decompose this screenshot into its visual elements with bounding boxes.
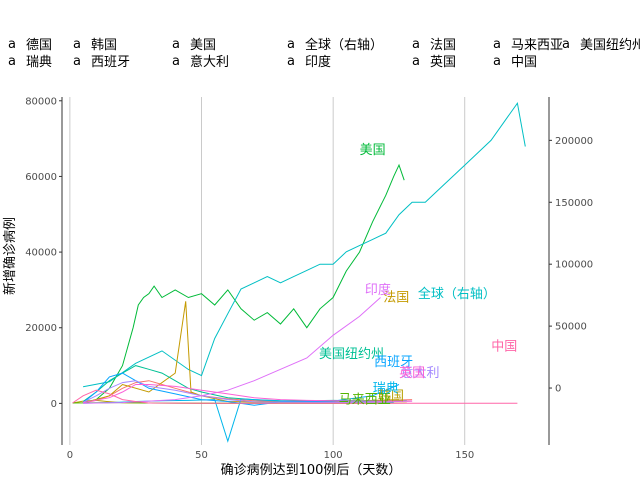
legend-label: 法国 (430, 38, 456, 53)
series-line (72, 389, 518, 404)
legend-key: a (172, 54, 180, 69)
series-line (83, 101, 526, 388)
series-label: 韩国 (378, 389, 404, 404)
legend-key: a (562, 37, 570, 52)
legend-label: 德国 (26, 38, 52, 53)
x-axis-title: 确诊病例达到100例后（天数） (221, 463, 402, 478)
series-label: 马来西亚 (339, 393, 391, 408)
series-label: 西班牙 (374, 355, 413, 370)
series-line (82, 372, 400, 406)
series-label: 美国 (360, 143, 386, 158)
series-label: 瑞典 (373, 381, 399, 396)
series-label: 英国 (399, 366, 425, 381)
series-label: 全球（右轴） (418, 286, 496, 302)
legend-key: a (172, 37, 180, 52)
y-right-tick-label: 50000 (555, 322, 587, 333)
y-axis-title: 新增确诊病例 (2, 217, 18, 295)
legend-label: 马来西亚 (511, 38, 563, 53)
legend-key: a (287, 37, 295, 52)
plot-area (72, 101, 526, 443)
legend-key: a (287, 54, 295, 69)
legend-key: a (8, 54, 16, 69)
y-right-tick-label: 100000 (555, 260, 593, 271)
legend-key: a (73, 54, 81, 69)
series-label: 美国纽约州 (319, 347, 384, 362)
legend-label: 印度 (305, 54, 331, 70)
legend-label: 英国 (430, 55, 456, 70)
grid (69, 97, 466, 445)
legend-label: 意大利 (190, 54, 229, 70)
legend-key: a (493, 37, 501, 52)
x-tick-label: 0 (67, 450, 73, 461)
legend-label: 美国纽约州 (580, 38, 640, 53)
legend-label: 西班牙 (91, 55, 130, 70)
legend-key: a (412, 37, 420, 52)
legend-label: 瑞典 (26, 55, 52, 70)
legend-label: 全球（右轴） (305, 37, 383, 53)
legend-key: a (412, 54, 420, 69)
y-tick-label: 40000 (25, 248, 57, 259)
y-tick-label: 0 (51, 399, 57, 410)
y-right-tick-label: 200000 (555, 136, 593, 147)
series-line (82, 380, 413, 404)
x-tick-label: 50 (195, 450, 208, 461)
legend-key: a (73, 37, 81, 52)
legend-label: 美国 (190, 38, 216, 53)
legend-key: a (8, 37, 16, 52)
series-line (83, 384, 413, 404)
x-tick-label: 150 (455, 450, 474, 461)
series-line (83, 297, 381, 404)
x-tick-label: 100 (324, 450, 343, 461)
legend-label: 中国 (511, 55, 537, 70)
y-tick-label: 80000 (25, 96, 57, 107)
y-right-tick-label: 0 (555, 384, 561, 395)
series-label: 意大利 (401, 365, 440, 381)
legend-label: 韩国 (91, 38, 117, 53)
series-label: 印度 (365, 282, 391, 298)
series-label: 法国 (383, 290, 409, 305)
y-right-tick-label: 150000 (555, 198, 593, 209)
axes: 0 20000 40000 60000 80000 0 50000 100000 150000 2… (25, 96, 593, 461)
series-label: 中国 (491, 340, 517, 355)
y-tick-label: 20000 (25, 323, 57, 334)
y-tick-label: 60000 (25, 172, 57, 183)
series-line (82, 163, 405, 404)
legend-key: a (493, 54, 501, 69)
